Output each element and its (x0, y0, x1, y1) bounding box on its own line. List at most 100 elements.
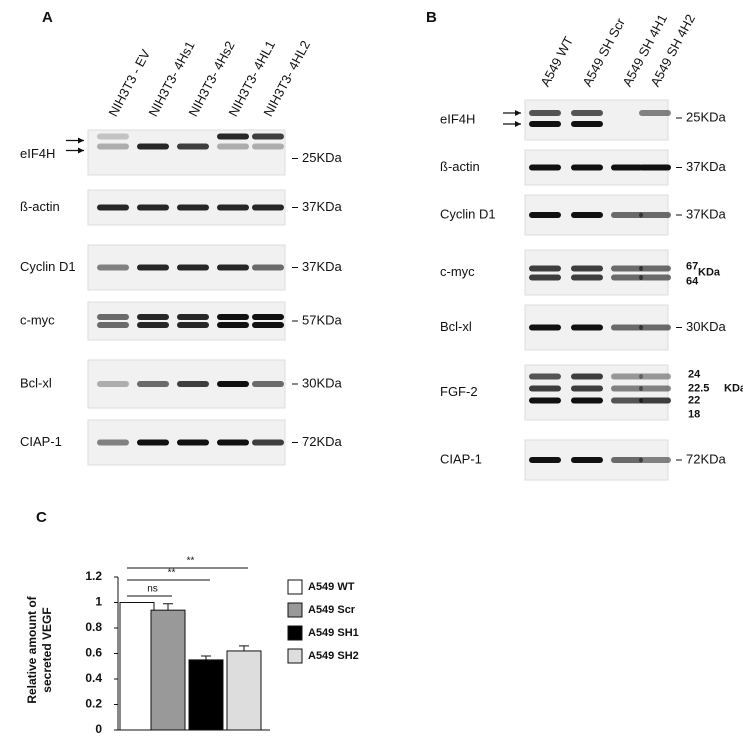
marker-label: 22.5 (688, 382, 709, 394)
blot-band (177, 322, 209, 328)
blot-strip (87, 301, 286, 341)
blot-band (611, 397, 643, 404)
blot-band (252, 322, 284, 328)
marker-label: 18 (688, 408, 700, 420)
error-bar (163, 603, 173, 611)
blot-strip (524, 249, 669, 296)
significance-label: ** (168, 568, 176, 579)
blot-band (571, 324, 603, 331)
legend-swatch (287, 625, 303, 641)
blot-band (611, 373, 643, 380)
blot-band (97, 133, 129, 140)
blot-band (137, 204, 169, 211)
marker-label: 37KDa (302, 259, 343, 274)
blot-band (97, 264, 129, 271)
y-tick-label: 0.2 (85, 697, 102, 711)
marker-label: 30KDa (302, 375, 343, 390)
blot-band (529, 274, 561, 281)
blot-band (611, 265, 643, 272)
protein-name: Bcl-xl (440, 319, 472, 334)
bar (150, 609, 186, 731)
panel-label: C (36, 509, 47, 526)
blot-band (571, 397, 603, 404)
blot-strip (524, 99, 669, 141)
blot-band (97, 314, 129, 320)
blot-band (217, 381, 249, 387)
error-bar (201, 655, 211, 660)
significance-label: ns (147, 584, 158, 595)
marker-label: 67 (686, 260, 698, 272)
blot-band (611, 385, 643, 392)
blot-band (137, 322, 169, 328)
blot-band (252, 381, 284, 387)
blot-band (529, 164, 561, 171)
blot-band (217, 143, 249, 150)
blot-band (529, 397, 561, 404)
blot-band (611, 324, 643, 331)
protein-name: ß-actin (440, 159, 480, 174)
y-axis-label: secreted VEGF (40, 607, 54, 692)
legend-swatch (287, 602, 303, 618)
blot-band (571, 212, 603, 218)
blot-band (611, 457, 643, 463)
bar (226, 650, 262, 731)
y-axis-label: Relative amount of (25, 595, 39, 703)
marker-label: 37KDa (302, 199, 343, 214)
legend-swatch (287, 648, 303, 664)
blot-band (571, 373, 603, 380)
blot-band (137, 381, 169, 387)
blot-band (639, 164, 671, 171)
blot-band (571, 385, 603, 392)
blot-band (177, 381, 209, 387)
marker-label: 72KDa (302, 434, 343, 449)
protein-name: CIAP-1 (440, 451, 482, 466)
legend-label: A549 SH1 (308, 627, 359, 639)
blot-band (137, 439, 169, 446)
marker-label: 22 (688, 394, 700, 406)
marker-label: 72KDa (686, 451, 727, 466)
blot-band (571, 274, 603, 281)
significance-label: ** (187, 556, 195, 567)
blot-band (571, 121, 603, 127)
blot-band (639, 265, 671, 272)
panel-label: A (42, 9, 53, 26)
blot-band (529, 324, 561, 331)
marker-label: 25KDa (686, 109, 727, 124)
blot-band (217, 314, 249, 320)
blot-band (217, 204, 249, 211)
blot-band (571, 110, 603, 116)
blot-band (529, 385, 561, 392)
protein-name: eIF4H (440, 111, 475, 126)
blot-band (177, 314, 209, 320)
protein-name: Cyclin D1 (440, 206, 496, 221)
blot-band (639, 274, 671, 281)
blot-band (639, 212, 671, 218)
blot-band (639, 385, 671, 392)
blot-strip (524, 364, 669, 421)
blot-band (217, 322, 249, 328)
marker-label: 64 (686, 275, 699, 287)
blot-band (252, 133, 284, 140)
marker-label: 25KDa (302, 150, 343, 165)
blot-band (611, 164, 643, 171)
legend-swatch (287, 579, 303, 595)
blot-band (177, 204, 209, 211)
marker-label: 57KDa (302, 312, 343, 327)
blot-band (639, 110, 671, 116)
protein-name: c-myc (440, 264, 475, 279)
blot-band (177, 439, 209, 446)
blot-band (97, 322, 129, 328)
blot-band (177, 264, 209, 271)
blot-strip (87, 129, 286, 176)
protein-name: CIAP-1 (20, 434, 62, 449)
blot-band (97, 381, 129, 387)
marker-label: 24 (688, 368, 701, 380)
y-tick-label: 0.4 (85, 671, 102, 685)
y-tick-label: 1.2 (85, 569, 102, 583)
arrow-head (78, 137, 84, 144)
legend-label: A549 WT (308, 581, 355, 593)
blot-band (639, 397, 671, 404)
blot-band (529, 121, 561, 127)
blot-band (252, 439, 284, 446)
blot-band (611, 212, 643, 218)
